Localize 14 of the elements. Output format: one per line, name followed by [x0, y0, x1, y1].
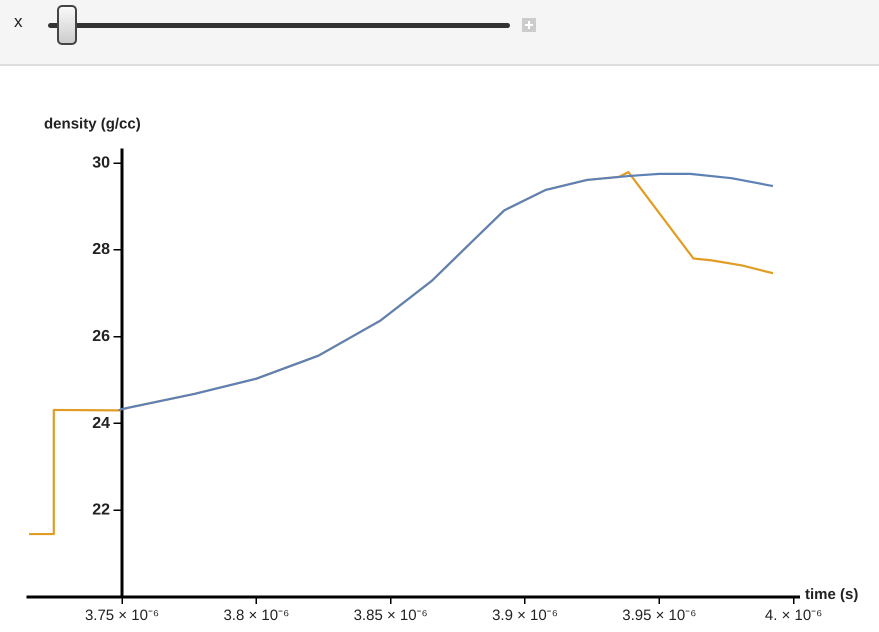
x-tick-label: 3.75 × 10⁻⁶ — [84, 607, 160, 624]
y-tick-label: 28 — [92, 241, 110, 258]
y-tick-label: 22 — [92, 502, 110, 519]
slider-panel: x — [0, 0, 879, 66]
x-axis-title: time (s) — [805, 586, 858, 604]
x-tick-label: 4. × 10⁻⁶ — [764, 607, 822, 624]
y-tick-label: 24 — [92, 414, 110, 432]
x-tick-label: 3.9 × 10⁻⁶ — [492, 607, 558, 624]
y-axis-title: density (g/cc) — [44, 116, 141, 133]
y-tick-label: 30 — [92, 154, 110, 172]
x-tick-label: 3.8 × 10⁻⁶ — [223, 607, 290, 624]
y-tick-label: 26 — [92, 328, 110, 346]
x-tick-label: 3.95 × 10⁻⁶ — [622, 607, 696, 624]
x-tick-label: 3.85 × 10⁻⁶ — [354, 607, 428, 624]
